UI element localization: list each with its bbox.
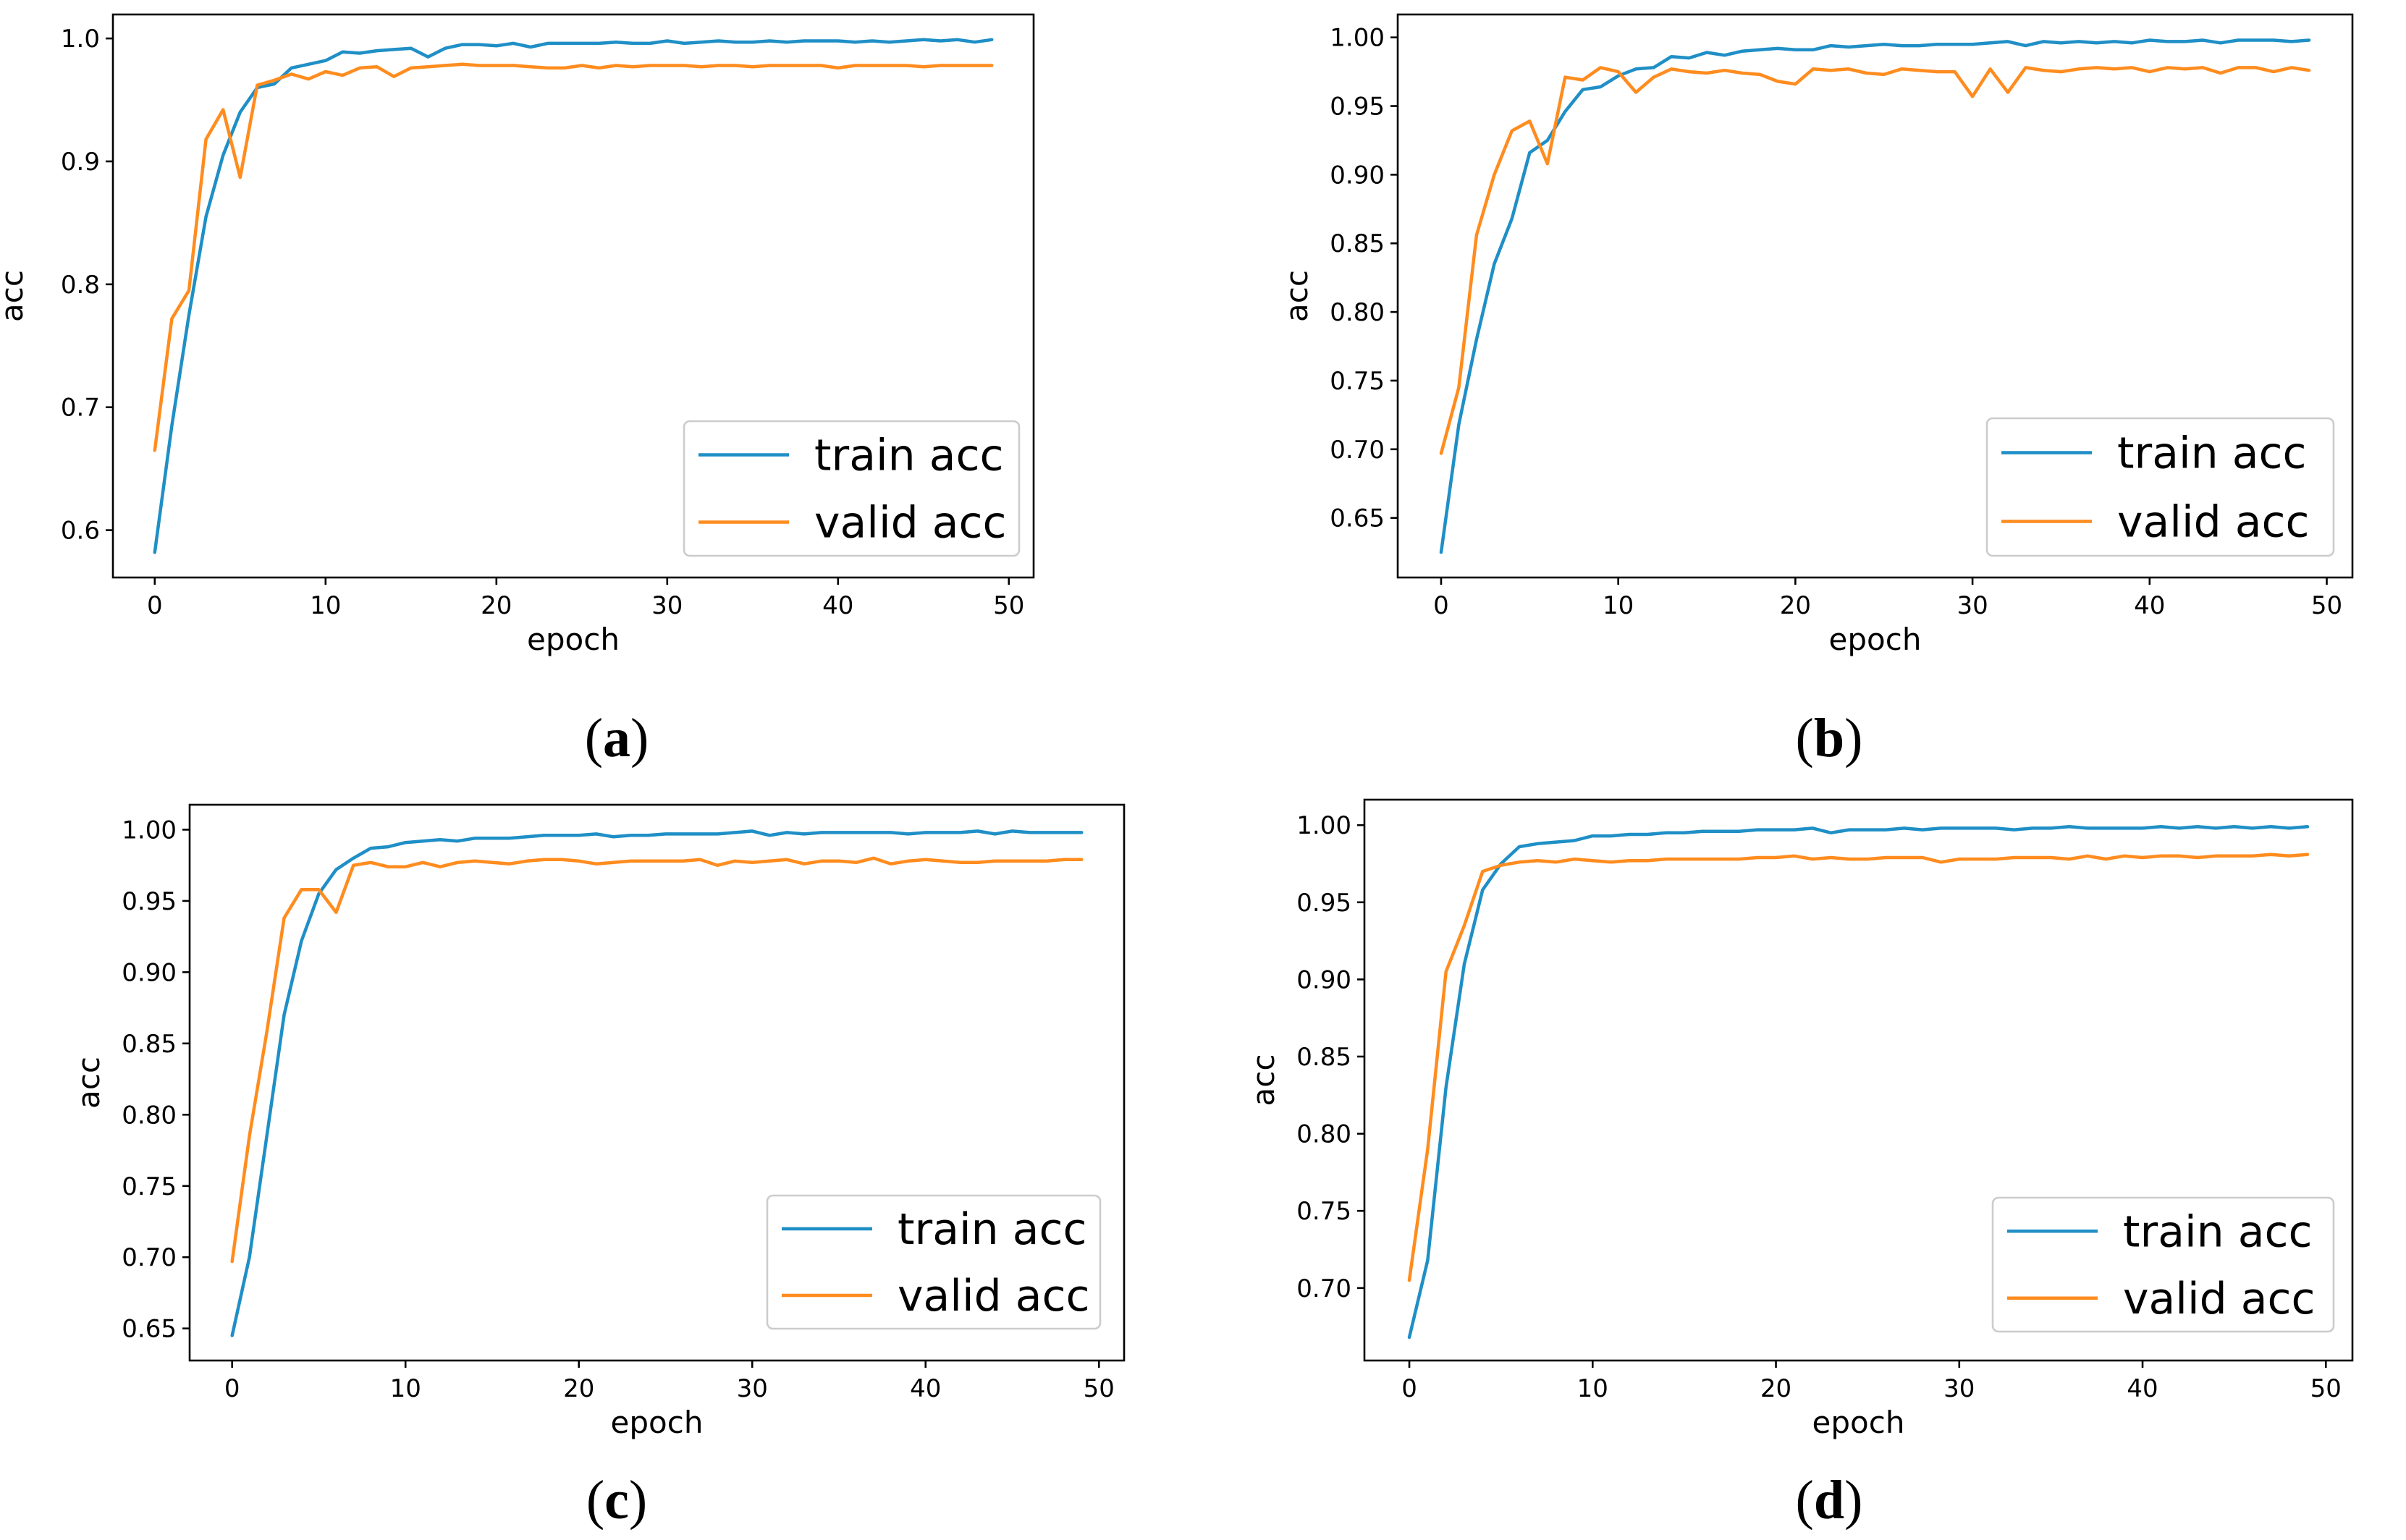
- y-tick-label: 0.9: [61, 148, 100, 177]
- x-tick-label: 20: [1760, 1374, 1791, 1403]
- y-tick-label: 1.0: [61, 25, 100, 54]
- chart-panel-a: 0 10 20 30 40 50 0.6 0.7 0.8 0.9 1.0 epoch acc train …: [0, 13, 1035, 769]
- x-tick-label: 20: [481, 591, 512, 620]
- y-tick-label: 0.7: [61, 394, 100, 423]
- x-tick-label: 0: [224, 1374, 240, 1403]
- x-tick-label: 50: [993, 591, 1024, 620]
- y-axis-title: acc: [1246, 1054, 1281, 1107]
- legend-label-valid: valid acc: [814, 498, 1007, 549]
- y-tick-label: 0.70: [1330, 436, 1385, 465]
- x-tick-label: 0: [1401, 1374, 1417, 1403]
- x-tick-label: 10: [310, 591, 341, 620]
- panel-caption-letter: b: [1814, 708, 1844, 769]
- y-axis-title: acc: [71, 1057, 106, 1109]
- legend-label-train: train acc: [2117, 428, 2306, 479]
- y-tick-label: 0.95: [1330, 93, 1385, 122]
- y-tick-label: 0.90: [122, 958, 177, 987]
- series-line-train-acc: [1407, 825, 2310, 1340]
- legend: train acc valid acc: [1985, 417, 2335, 557]
- y-tick-label: 0.85: [1296, 1043, 1351, 1072]
- panel-caption: (d): [1796, 1470, 1863, 1531]
- y-tick-label: 0.75: [122, 1172, 177, 1201]
- x-tick-label: 20: [1780, 591, 1811, 620]
- panel-caption-letter: c: [604, 1470, 629, 1531]
- y-tick-label: 0.8: [61, 271, 100, 300]
- x-tick-label: 40: [910, 1374, 941, 1403]
- x-tick-label: 40: [2127, 1374, 2158, 1403]
- y-tick-label: 0.70: [1296, 1274, 1351, 1303]
- y-axis-title: acc: [1279, 270, 1314, 322]
- y-tick-label: 0.70: [122, 1243, 177, 1272]
- y-tick-label: 0.75: [1296, 1197, 1351, 1226]
- y-tick-label: 0.75: [1330, 367, 1385, 396]
- y-tick-label: 0.85: [122, 1030, 177, 1059]
- y-tick-label: 1.00: [122, 816, 177, 845]
- x-tick-label: 10: [390, 1374, 421, 1403]
- x-axis-title: epoch: [1829, 622, 1922, 657]
- plot-frame: [111, 13, 1035, 579]
- y-tick-label: 0.80: [1296, 1120, 1351, 1149]
- panel-caption: (c): [586, 1470, 647, 1531]
- series-line-train-acc: [153, 38, 994, 554]
- x-tick-label: 20: [563, 1374, 594, 1403]
- legend-label-train: train acc: [2123, 1206, 2312, 1257]
- series-line-valid-acc: [230, 856, 1084, 1264]
- y-tick-label: 0.80: [122, 1101, 177, 1130]
- x-tick-label: 0: [147, 591, 163, 620]
- y-tick-label: 1.00: [1296, 811, 1351, 840]
- series-line-valid-acc: [1439, 66, 2311, 455]
- plot-frame: [1396, 13, 2354, 579]
- legend: train acc valid acc: [1991, 1196, 2335, 1333]
- legend-label-train: train acc: [898, 1204, 1086, 1255]
- legend: train acc valid acc: [683, 420, 1021, 557]
- x-tick-label: 30: [651, 591, 683, 620]
- y-tick-label: 0.80: [1330, 298, 1385, 327]
- x-tick-label: 30: [737, 1374, 768, 1403]
- x-axis-title: epoch: [1812, 1405, 1905, 1440]
- y-tick-label: 0.95: [1296, 889, 1351, 918]
- x-tick-label: 10: [1603, 591, 1634, 620]
- series-line-valid-acc: [153, 62, 994, 452]
- panel-caption-letter: a: [603, 708, 630, 769]
- y-tick-label: 0.95: [122, 887, 177, 916]
- x-tick-label: 0: [1433, 591, 1449, 620]
- x-tick-label: 30: [1943, 1374, 1975, 1403]
- x-tick-label: 50: [2311, 591, 2342, 620]
- x-axis-title: epoch: [527, 622, 620, 657]
- legend: train acc valid acc: [766, 1194, 1102, 1330]
- y-tick-label: 0.90: [1296, 965, 1351, 994]
- series-line-valid-acc: [1407, 852, 2310, 1282]
- series-line-train-acc: [230, 829, 1084, 1337]
- legend-label-train: train acc: [814, 431, 1003, 481]
- x-tick-label: 30: [1957, 591, 1988, 620]
- y-tick-label: 0.90: [1330, 161, 1385, 190]
- y-tick-label: 0.65: [122, 1315, 177, 1344]
- y-tick-label: 0.85: [1330, 229, 1385, 258]
- x-tick-label: 40: [2134, 591, 2165, 620]
- legend-label-valid: valid acc: [2117, 497, 2310, 548]
- x-tick-label: 40: [822, 591, 853, 620]
- legend-label-valid: valid acc: [898, 1271, 1090, 1321]
- panel-caption: (a): [585, 708, 649, 769]
- legend-label-valid: valid acc: [2123, 1274, 2316, 1324]
- y-tick-label: 0.6: [61, 517, 100, 546]
- y-axis-title: acc: [0, 270, 30, 322]
- chart-panel-c: 0 10 20 30 40 50 0.65 0.70 0.75 0.80 0.85 0.90 0.95 1…: [71, 803, 1126, 1531]
- plot-frame: [1363, 798, 2354, 1362]
- y-tick-label: 1.00: [1330, 24, 1385, 53]
- series-line-train-acc: [1439, 38, 2311, 554]
- panel-caption-letter: d: [1814, 1470, 1844, 1531]
- plot-frame: [188, 803, 1126, 1362]
- x-axis-title: epoch: [611, 1405, 704, 1440]
- y-tick-label: 0.65: [1330, 504, 1385, 533]
- chart-panel-b: 0 10 20 30 40 50 0.65 0.70 0.75 0.80 0.85 0.90 0.95 1…: [1279, 13, 2354, 769]
- x-tick-label: 50: [2310, 1374, 2342, 1403]
- x-tick-label: 50: [1084, 1374, 1115, 1403]
- panel-caption: (b): [1796, 708, 1863, 769]
- chart-panel-d: 0 10 20 30 40 50 0.70 0.75 0.80 0.85 0.90 0.95 1.00 e…: [1246, 798, 2354, 1531]
- x-tick-label: 10: [1577, 1374, 1608, 1403]
